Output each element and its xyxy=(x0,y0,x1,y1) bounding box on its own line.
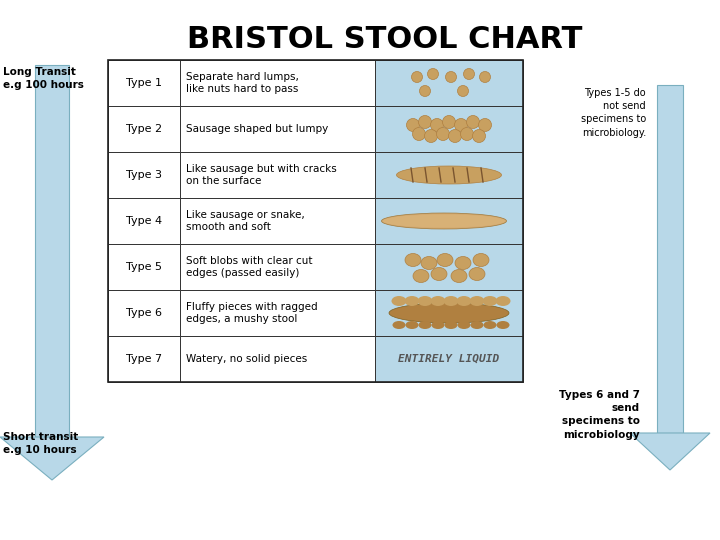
Ellipse shape xyxy=(473,253,489,267)
Ellipse shape xyxy=(389,303,509,323)
Ellipse shape xyxy=(392,321,405,329)
Bar xyxy=(108,290,180,336)
Circle shape xyxy=(454,118,467,132)
Text: Separate hard lumps,
like nuts hard to pass: Separate hard lumps, like nuts hard to p… xyxy=(186,72,299,94)
Ellipse shape xyxy=(470,321,484,329)
Bar xyxy=(108,152,180,198)
Circle shape xyxy=(446,71,456,83)
Ellipse shape xyxy=(437,253,453,267)
Ellipse shape xyxy=(444,296,459,306)
Text: Like sausage but with cracks
on the surface: Like sausage but with cracks on the surf… xyxy=(186,164,337,186)
Bar xyxy=(375,336,523,382)
Bar xyxy=(180,290,375,336)
Text: Type 6: Type 6 xyxy=(126,308,162,318)
Text: Short transit
e.g 10 hours: Short transit e.g 10 hours xyxy=(3,432,78,455)
Ellipse shape xyxy=(397,166,502,184)
Ellipse shape xyxy=(444,321,457,329)
Ellipse shape xyxy=(455,256,471,269)
Bar xyxy=(180,336,375,382)
Bar xyxy=(375,198,523,244)
Bar xyxy=(657,85,683,433)
Bar xyxy=(108,106,180,152)
Ellipse shape xyxy=(431,321,444,329)
Text: Type 5: Type 5 xyxy=(126,262,162,272)
Bar xyxy=(375,152,523,198)
Ellipse shape xyxy=(392,296,407,306)
Circle shape xyxy=(418,116,431,129)
Ellipse shape xyxy=(431,267,447,280)
Polygon shape xyxy=(630,433,710,470)
Ellipse shape xyxy=(469,267,485,280)
Circle shape xyxy=(428,69,438,79)
Ellipse shape xyxy=(383,214,505,227)
Ellipse shape xyxy=(469,296,485,306)
Text: Long Transit
e.g 100 hours: Long Transit e.g 100 hours xyxy=(3,67,84,90)
Ellipse shape xyxy=(405,296,420,306)
Bar xyxy=(108,60,523,382)
Ellipse shape xyxy=(484,321,497,329)
Ellipse shape xyxy=(405,321,418,329)
Ellipse shape xyxy=(497,321,510,329)
Circle shape xyxy=(472,130,485,143)
Bar xyxy=(108,244,180,290)
Circle shape xyxy=(412,71,423,83)
Circle shape xyxy=(480,71,490,83)
Text: ENTIRELY LIQUID: ENTIRELY LIQUID xyxy=(398,354,500,364)
Text: Type 7: Type 7 xyxy=(126,354,162,364)
Ellipse shape xyxy=(482,296,498,306)
Circle shape xyxy=(443,116,456,129)
Ellipse shape xyxy=(413,269,429,282)
Text: Type 2: Type 2 xyxy=(126,124,162,134)
Circle shape xyxy=(479,118,492,132)
Ellipse shape xyxy=(418,321,431,329)
Bar xyxy=(375,290,523,336)
Ellipse shape xyxy=(495,296,510,306)
Bar xyxy=(108,60,180,106)
Bar xyxy=(35,65,69,437)
Circle shape xyxy=(436,127,449,140)
Text: Types 1-5 do
not send
specimens to
microbiology.: Types 1-5 do not send specimens to micro… xyxy=(581,88,646,138)
Ellipse shape xyxy=(382,213,506,229)
Text: Fluffy pieces with ragged
edges, a mushy stool: Fluffy pieces with ragged edges, a mushy… xyxy=(186,302,318,324)
Ellipse shape xyxy=(456,296,472,306)
Text: BRISTOL STOOL CHART: BRISTOL STOOL CHART xyxy=(187,25,582,54)
Circle shape xyxy=(431,118,444,132)
Ellipse shape xyxy=(451,269,467,282)
Circle shape xyxy=(464,69,474,79)
Bar xyxy=(375,244,523,290)
Text: Type 3: Type 3 xyxy=(126,170,162,180)
Ellipse shape xyxy=(421,256,437,269)
Text: Like sausage or snake,
smooth and soft: Like sausage or snake, smooth and soft xyxy=(186,210,305,232)
Circle shape xyxy=(413,127,426,140)
Text: Soft blobs with clear cut
edges (passed easily): Soft blobs with clear cut edges (passed … xyxy=(186,256,312,278)
Circle shape xyxy=(467,116,480,129)
Circle shape xyxy=(407,118,420,132)
Circle shape xyxy=(461,127,474,140)
Bar xyxy=(375,106,523,152)
Text: Type 4: Type 4 xyxy=(126,216,162,226)
Text: Sausage shaped but lumpy: Sausage shaped but lumpy xyxy=(186,124,328,134)
Ellipse shape xyxy=(418,296,433,306)
Bar xyxy=(180,244,375,290)
Text: Types 6 and 7
send
specimens to
microbiology: Types 6 and 7 send specimens to microbio… xyxy=(559,390,640,440)
Bar xyxy=(108,336,180,382)
Bar xyxy=(375,60,523,106)
Circle shape xyxy=(425,130,438,143)
Text: Watery, no solid pieces: Watery, no solid pieces xyxy=(186,354,307,364)
Ellipse shape xyxy=(405,253,421,267)
Bar xyxy=(180,106,375,152)
Circle shape xyxy=(449,130,462,143)
Text: Type 1: Type 1 xyxy=(126,78,162,88)
Bar xyxy=(180,152,375,198)
Ellipse shape xyxy=(431,296,446,306)
Circle shape xyxy=(420,85,431,97)
Polygon shape xyxy=(0,437,104,480)
Circle shape xyxy=(457,85,469,97)
Ellipse shape xyxy=(457,321,470,329)
Bar xyxy=(180,60,375,106)
Bar xyxy=(108,198,180,244)
Bar xyxy=(180,198,375,244)
